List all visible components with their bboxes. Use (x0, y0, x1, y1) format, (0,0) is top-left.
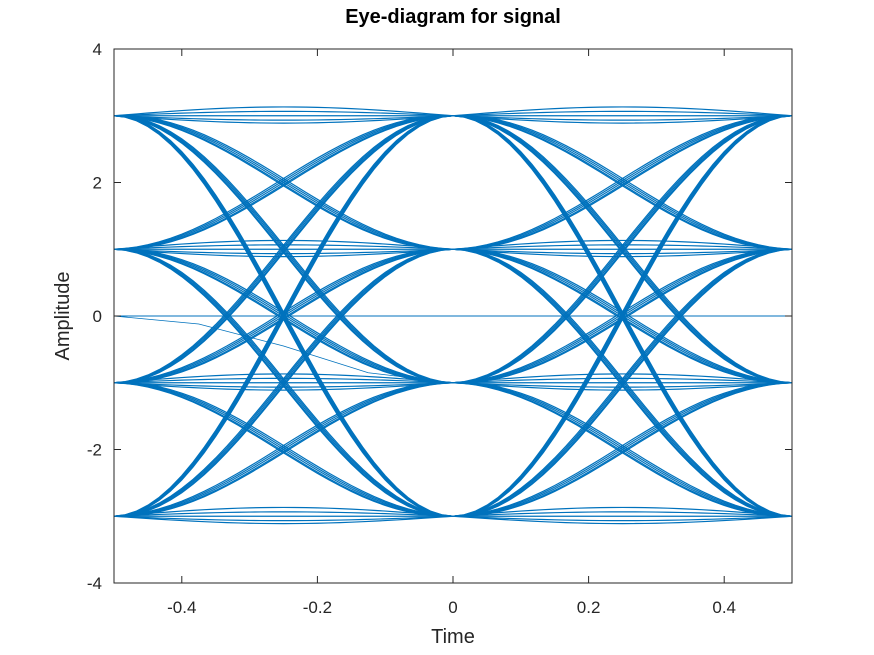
eye-trace (452, 382, 793, 517)
y-axis-label: Amplitude (52, 272, 74, 361)
plot-frame (113, 48, 793, 584)
eye-trace (113, 382, 454, 391)
eye-trace (113, 511, 454, 517)
eye-trace (452, 115, 793, 517)
eye-trace (452, 110, 793, 117)
eye-trace (452, 248, 793, 517)
eye-trace (452, 248, 793, 258)
eye-trace (452, 115, 793, 384)
x-tick-label: -0.4 (167, 598, 196, 617)
eye-trace (452, 115, 793, 250)
eye-trace (452, 115, 793, 517)
y-tick-label: -2 (87, 441, 102, 460)
eye-trace (452, 382, 793, 517)
eye-trace (113, 115, 454, 250)
eye-trace (113, 506, 454, 517)
x-tick-label: 0.4 (712, 598, 736, 617)
eye-trace (113, 115, 454, 250)
y-tick-label: 2 (93, 174, 102, 193)
eye-trace (452, 115, 793, 250)
eye-trace (113, 382, 454, 517)
zero-to-minus-one-trace (113, 315, 454, 384)
x-tick-label: -0.2 (303, 598, 332, 617)
chart-title: Eye-diagram for signal (345, 6, 561, 28)
eye-trace (452, 382, 793, 517)
eye-trace (452, 115, 793, 250)
eye-trace (452, 115, 793, 517)
tick-labels: -0.4 -0.2 0 0.2 0.4 -4 -2 0 2 4 (87, 40, 736, 617)
eye-trace (452, 515, 793, 522)
eye-trace (452, 506, 793, 517)
eye-trace (113, 115, 454, 517)
y-tick-label: 4 (93, 40, 102, 59)
eye-trace (113, 115, 454, 517)
eye-trace (452, 373, 793, 384)
eye-trace (113, 248, 454, 517)
eye-trace (113, 382, 454, 388)
eye-trace (452, 248, 793, 517)
eye-trace (452, 511, 793, 517)
eye-trace (452, 115, 793, 250)
eye-trace (113, 382, 454, 517)
eye-trace (113, 115, 454, 384)
eye-trace (113, 115, 454, 517)
eye-trace (113, 239, 454, 250)
eye-trace (113, 373, 454, 384)
eye-trace (452, 115, 793, 250)
eye-trace (113, 115, 454, 384)
eye-trace (113, 115, 454, 124)
eye-trace (452, 382, 793, 391)
x-axis-label: Time (431, 626, 475, 648)
eye-trace (113, 382, 454, 517)
eye-trace (452, 248, 793, 517)
eye-trace (452, 115, 793, 384)
y-tick-label: -4 (87, 574, 102, 593)
eye-trace (113, 110, 454, 117)
eye-trace (113, 248, 454, 517)
eye-trace (113, 248, 454, 255)
eye-trace (113, 106, 454, 117)
x-tick-label: 0.2 (577, 598, 601, 617)
y-tick-label: 0 (93, 307, 102, 326)
eye-trace (452, 382, 793, 517)
eye-trace (113, 248, 454, 517)
eye-trace (452, 515, 793, 525)
eye-trace (452, 115, 793, 124)
eye-trace (113, 515, 454, 522)
eye-trace (113, 115, 454, 250)
eye-trace (113, 115, 454, 384)
eye-trace (452, 248, 793, 517)
eye-trace (452, 382, 793, 388)
eye-trace (113, 115, 454, 384)
eye-trace (452, 115, 793, 384)
eye-trace (113, 248, 454, 258)
eye-trace (113, 115, 454, 250)
eye-trace (113, 115, 454, 121)
eye-trace (452, 239, 793, 250)
x-tick-label: 0 (448, 598, 457, 617)
eye-traces (113, 106, 793, 525)
eye-trace (113, 382, 454, 517)
eye-trace (452, 382, 793, 517)
eye-trace (113, 382, 454, 517)
eye-trace (452, 115, 793, 121)
eye-trace (113, 515, 454, 525)
eye-trace (113, 248, 454, 517)
eye-trace (452, 106, 793, 117)
eye-trace (113, 115, 454, 250)
eye-trace (452, 248, 793, 255)
eye-trace (452, 115, 793, 384)
